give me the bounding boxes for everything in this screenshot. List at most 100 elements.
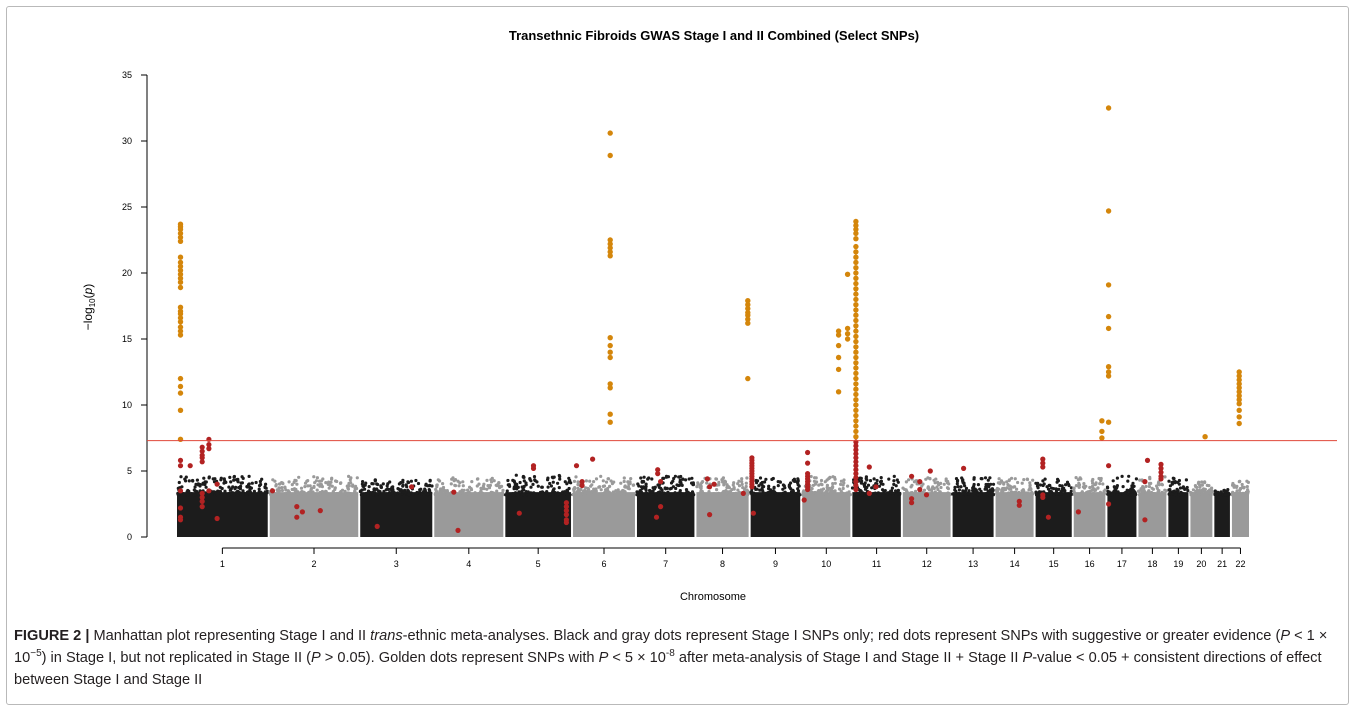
snp-point bbox=[1054, 487, 1058, 491]
manhattan-plot: Transethnic Fibroids GWAS Stage I and II… bbox=[81, 28, 1337, 603]
snp-point bbox=[680, 483, 684, 487]
snp-point bbox=[494, 483, 498, 487]
snp-point bbox=[953, 492, 958, 496]
snp-point bbox=[307, 491, 311, 495]
snp-point bbox=[177, 480, 181, 485]
replicated-snp bbox=[177, 304, 184, 310]
snp-point bbox=[375, 492, 379, 496]
snp-point bbox=[329, 480, 333, 484]
chromosome-19-snps bbox=[1167, 476, 1190, 537]
replicated-snp bbox=[853, 333, 859, 340]
snp-point bbox=[1045, 493, 1049, 497]
snp-point bbox=[1049, 490, 1053, 494]
snp-point bbox=[999, 492, 1003, 496]
snp-point bbox=[546, 485, 550, 489]
snp-point bbox=[531, 482, 535, 486]
snp-point bbox=[879, 476, 883, 480]
chromosome-17-snps bbox=[1105, 474, 1138, 537]
snp-point bbox=[498, 485, 502, 489]
snp-point bbox=[461, 480, 465, 484]
snp-point bbox=[529, 485, 533, 489]
snp-point bbox=[622, 476, 626, 480]
snp-point bbox=[839, 479, 844, 483]
snp-point bbox=[1200, 483, 1204, 487]
snp-point bbox=[1048, 492, 1052, 496]
replicated-snp bbox=[1236, 373, 1242, 379]
replicated-snp bbox=[177, 279, 184, 285]
snp-point bbox=[598, 492, 602, 496]
snp-point bbox=[1094, 481, 1098, 485]
snp-point bbox=[578, 493, 582, 497]
snp-point bbox=[470, 480, 474, 484]
suggestive-snp bbox=[805, 460, 811, 466]
snp-mass bbox=[852, 492, 901, 537]
y-tick-label: 15 bbox=[122, 334, 132, 344]
snp-point bbox=[294, 487, 298, 492]
snp-point bbox=[428, 488, 432, 493]
replicated-snp bbox=[853, 226, 859, 233]
snp-point bbox=[1137, 493, 1141, 497]
replicated-snp bbox=[607, 253, 613, 259]
snp-point bbox=[229, 488, 233, 492]
snp-mass bbox=[573, 492, 635, 537]
snp-point bbox=[560, 491, 564, 495]
snp-point bbox=[639, 490, 643, 494]
snp-point bbox=[619, 490, 623, 494]
suggestive-snp bbox=[853, 459, 859, 465]
snp-point bbox=[196, 492, 200, 496]
snp-point bbox=[973, 487, 977, 491]
snp-point bbox=[1179, 492, 1183, 497]
snp-point bbox=[700, 481, 704, 485]
replicated-snp bbox=[1236, 393, 1242, 399]
snp-point bbox=[606, 477, 611, 481]
snp-point bbox=[366, 489, 371, 493]
suggestive-snp bbox=[707, 511, 713, 518]
replicated-snp bbox=[607, 385, 613, 391]
snp-point bbox=[576, 480, 580, 484]
snp-point bbox=[1142, 489, 1146, 493]
y-tick-label: 35 bbox=[122, 70, 132, 80]
snp-point bbox=[676, 492, 680, 497]
suggestive-snp bbox=[853, 475, 859, 481]
snp-point bbox=[644, 491, 649, 495]
snp-point bbox=[728, 490, 732, 494]
snp-point bbox=[1002, 482, 1006, 486]
figure-frame bbox=[6, 6, 1349, 705]
snp-point bbox=[1163, 475, 1167, 479]
replicated-snp bbox=[1236, 407, 1242, 413]
x-tick-label: 6 bbox=[601, 559, 606, 569]
snp-point bbox=[639, 476, 643, 480]
snp-point bbox=[776, 480, 780, 484]
snp-point bbox=[1035, 493, 1039, 497]
snp-point bbox=[440, 489, 444, 493]
chromosome-16-snps bbox=[1072, 476, 1107, 537]
snp-point bbox=[651, 486, 655, 490]
snp-point bbox=[609, 479, 613, 483]
chromosome-12-snps bbox=[901, 476, 953, 537]
suggestive-snp bbox=[206, 442, 212, 448]
snp-point bbox=[1090, 479, 1094, 483]
snp-point bbox=[764, 477, 768, 481]
snp-point bbox=[1069, 489, 1073, 493]
snp-point bbox=[1052, 493, 1056, 497]
snp-point bbox=[532, 491, 536, 495]
snp-point bbox=[398, 489, 402, 493]
snp-point bbox=[669, 492, 673, 497]
caption-text-2: trans bbox=[370, 628, 403, 644]
snp-point bbox=[353, 489, 357, 493]
snp-mass bbox=[636, 492, 695, 537]
snp-point bbox=[583, 493, 587, 497]
snp-point bbox=[939, 485, 943, 490]
snp-point bbox=[184, 479, 188, 483]
suggestive-snp bbox=[579, 482, 585, 489]
snp-point bbox=[988, 476, 992, 480]
suggestive-snp bbox=[199, 448, 205, 454]
snp-point bbox=[1099, 478, 1103, 482]
snp-point bbox=[187, 479, 191, 483]
suggestive-snp bbox=[214, 515, 220, 522]
snp-point bbox=[556, 481, 560, 485]
snp-point bbox=[713, 492, 718, 496]
replicated-snp bbox=[853, 375, 859, 382]
snp-point bbox=[928, 493, 932, 497]
snp-point bbox=[416, 481, 421, 486]
